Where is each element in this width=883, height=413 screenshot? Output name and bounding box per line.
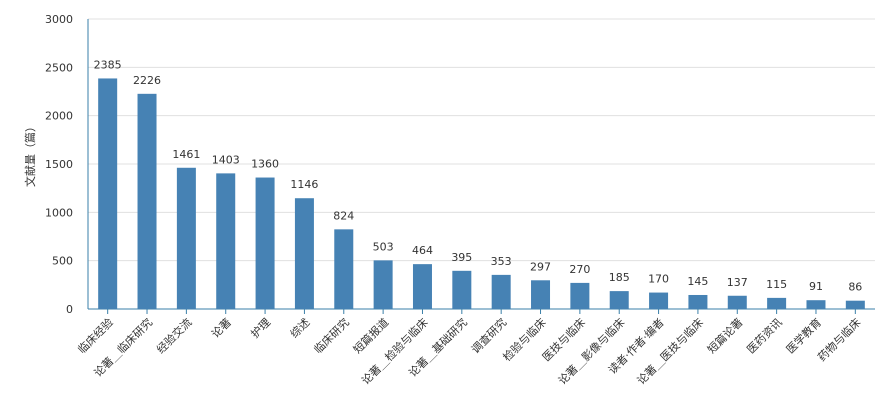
data-label: 145 <box>687 275 708 288</box>
x-tick-label: 护理 <box>248 315 273 340</box>
bar[interactable] <box>412 264 432 309</box>
data-label: 2385 <box>94 58 122 71</box>
y-tick-label: 3000 <box>45 13 73 26</box>
bar[interactable] <box>845 300 865 309</box>
data-label: 464 <box>412 244 433 257</box>
x-tick-label: 经验交流 <box>153 315 194 356</box>
x-tick-label: 临床研究 <box>311 315 352 356</box>
data-label: 353 <box>491 255 512 268</box>
data-label: 137 <box>727 276 748 289</box>
y-axis-label: 文献量（篇） <box>23 121 37 187</box>
bar[interactable] <box>649 292 669 309</box>
y-tick-label: 500 <box>52 255 73 268</box>
bar[interactable] <box>570 282 590 309</box>
gridlines <box>88 18 875 262</box>
bars <box>98 78 865 309</box>
x-tick-label: 医药资讯 <box>744 316 784 356</box>
data-label: 1360 <box>251 158 279 171</box>
x-tick-label: 医学教育 <box>783 315 824 356</box>
data-label: 91 <box>809 280 823 293</box>
bar[interactable] <box>216 173 236 309</box>
bar[interactable] <box>255 177 275 309</box>
bar[interactable] <box>176 167 196 309</box>
data-label: 503 <box>373 240 394 253</box>
y-tick-label: 1000 <box>45 206 73 219</box>
bar[interactable] <box>98 78 118 309</box>
y-tick-label: 2000 <box>45 110 73 123</box>
y-tick-label: 1500 <box>45 158 73 171</box>
y-tick-label: 2500 <box>45 61 73 74</box>
data-label: 824 <box>333 209 354 222</box>
data-label: 297 <box>530 260 551 273</box>
y-tick-labels: 0 500 1000 1500 2000 2500 3000 <box>45 13 73 316</box>
data-label: 270 <box>569 263 590 276</box>
x-tick-label: 论著＿医技与临床 <box>634 315 706 387</box>
bar[interactable] <box>452 270 472 309</box>
x-tick-label: 论著 <box>208 315 233 340</box>
data-label: 395 <box>451 251 472 264</box>
data-label: 1403 <box>212 153 240 166</box>
bar[interactable] <box>727 295 747 309</box>
x-tick-label: 短篇报道 <box>350 315 391 356</box>
data-label: 1146 <box>290 178 318 191</box>
bar[interactable] <box>373 260 393 309</box>
x-tick-label: 临床经验 <box>75 315 116 356</box>
x-tick-label: 综述 <box>287 315 312 340</box>
data-label: 185 <box>609 271 630 284</box>
data-label: 1461 <box>172 148 200 161</box>
x-tick-label: 调查研究 <box>468 315 509 356</box>
axes <box>87 19 875 314</box>
bar[interactable] <box>137 93 157 309</box>
bar[interactable] <box>531 280 551 309</box>
bar[interactable] <box>688 294 708 309</box>
data-labels: 2385 2226 1461 1403 1360 1146 824 503 464 395 353 2… <box>94 58 863 293</box>
bar[interactable] <box>806 300 826 309</box>
y-tick-label: 0 <box>66 303 73 316</box>
data-label: 2226 <box>133 74 161 87</box>
x-tick-label: 论著＿影像与临床 <box>555 315 627 387</box>
bar[interactable] <box>609 291 629 309</box>
bar[interactable] <box>334 229 354 309</box>
bar[interactable] <box>491 274 511 309</box>
x-tick-label: 药物与临床 <box>815 315 864 364</box>
data-label: 115 <box>766 278 787 291</box>
bar[interactable] <box>767 297 787 309</box>
x-tick-label: 论著＿检验与临床 <box>358 315 430 387</box>
x-tick-label: 短篇论著 <box>704 315 745 356</box>
data-label: 170 <box>648 273 669 286</box>
bar[interactable] <box>294 198 314 309</box>
data-label: 86 <box>848 281 862 294</box>
